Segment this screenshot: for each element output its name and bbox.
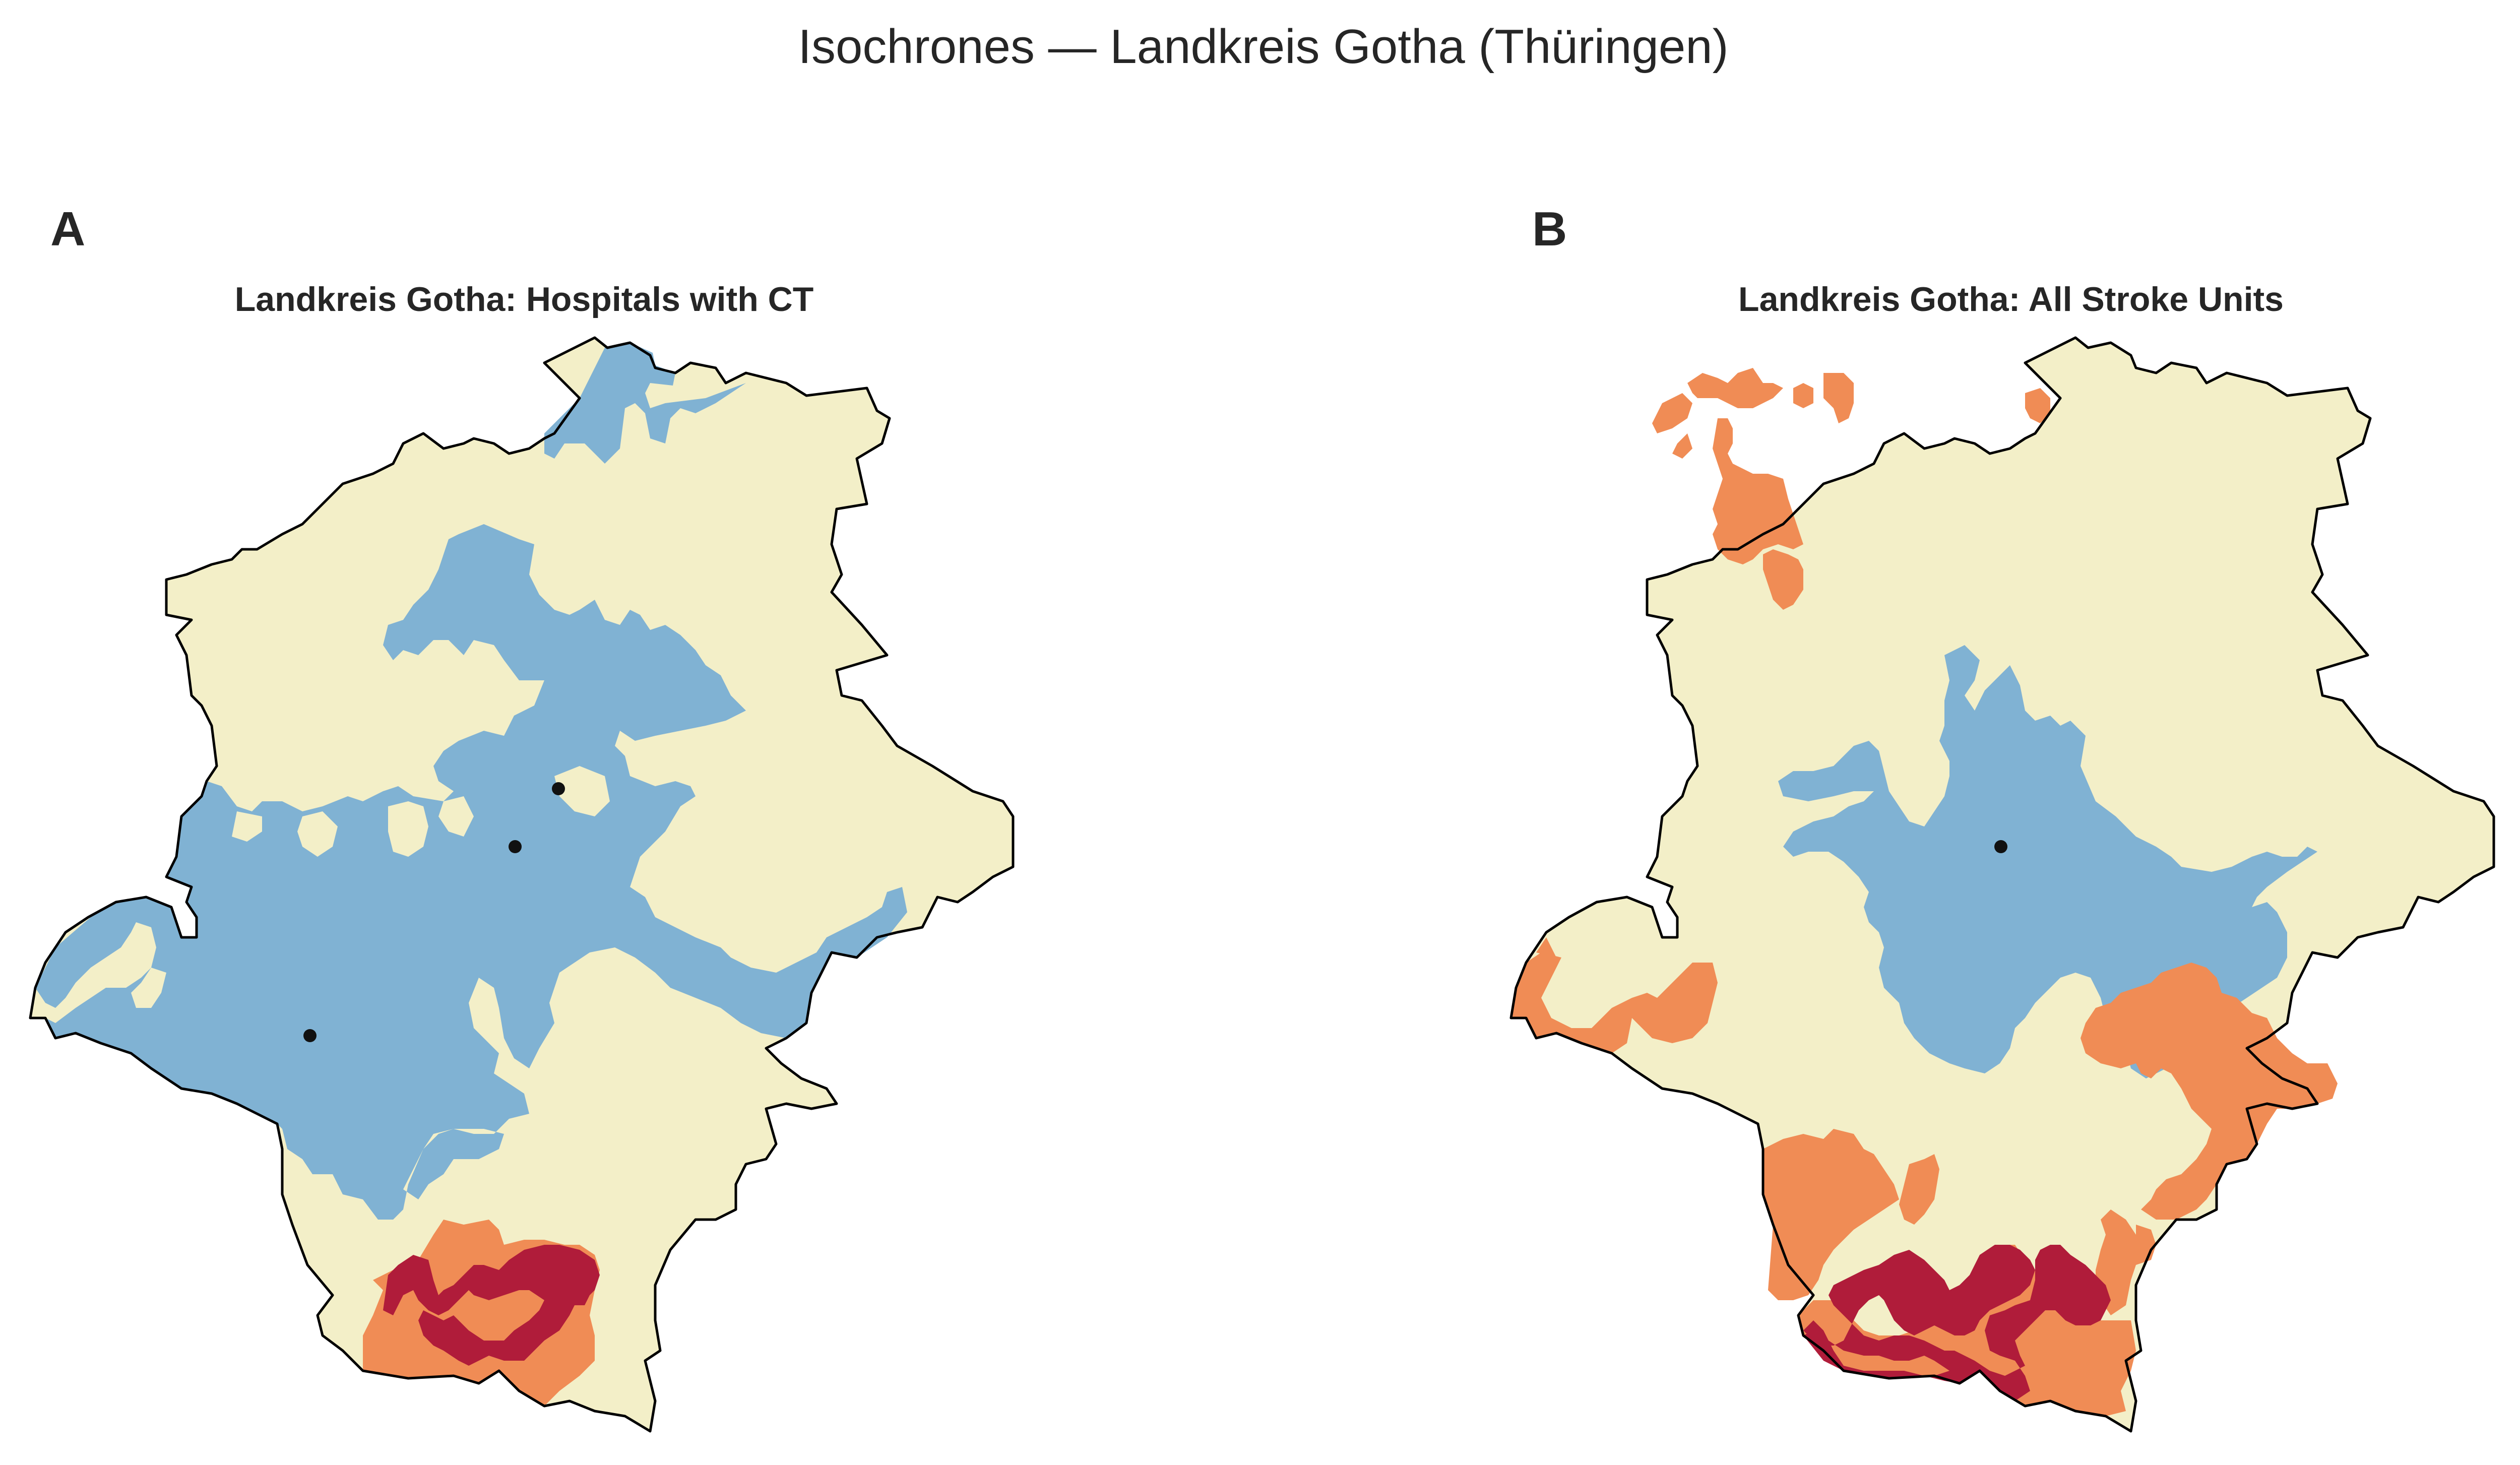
panel-b-letter: B bbox=[1532, 202, 1567, 256]
panel-a-zone-farthest bbox=[383, 1245, 600, 1366]
panel-b-facility-marker bbox=[1994, 840, 2007, 853]
panel-b-zone-far bbox=[1511, 368, 2338, 1416]
figure-title: Isochrones — Landkreis Gotha (Thüringen) bbox=[798, 20, 1729, 74]
panel-b-map bbox=[1511, 338, 2494, 1431]
panel-a-letter: A bbox=[50, 202, 86, 256]
panel-a-title: Landkreis Gotha: Hospitals with CT bbox=[234, 280, 814, 319]
panel-a-map bbox=[30, 338, 1013, 1431]
panel-a-gap-zone bbox=[131, 766, 610, 1008]
panel-a-facility-marker bbox=[509, 840, 522, 853]
panel-a-zone-near bbox=[35, 343, 907, 1220]
panel-b-facility-markers bbox=[1994, 840, 2007, 853]
panel-b-zone-farthest bbox=[1803, 1245, 2111, 1401]
panel-a-facility-marker bbox=[303, 1029, 317, 1042]
panel-b-title: Landkreis Gotha: All Stroke Units bbox=[1738, 280, 2284, 319]
panel-a-facility-marker bbox=[552, 782, 565, 795]
panel-a-facility-markers bbox=[303, 782, 565, 1042]
